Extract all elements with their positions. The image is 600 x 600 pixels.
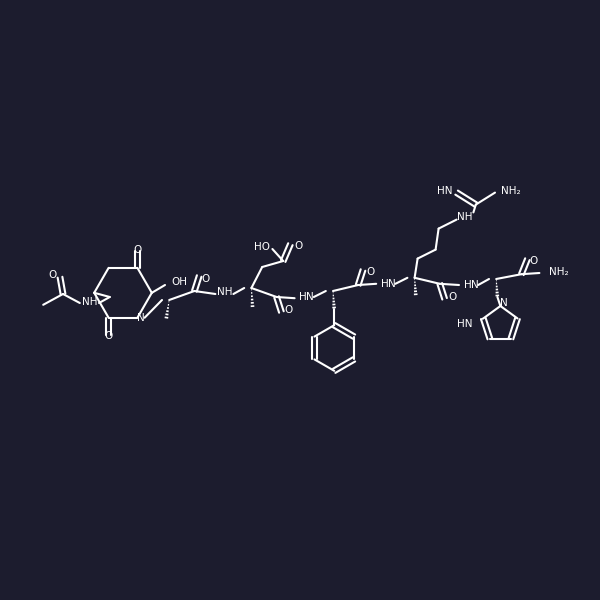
Text: O: O [48,270,56,280]
Text: O: O [104,331,113,341]
Text: NH: NH [457,212,473,222]
Text: O: O [294,241,302,251]
Text: O: O [529,256,538,266]
Text: H: H [381,279,388,289]
Text: H: H [299,292,307,302]
Text: HN: HN [457,319,472,329]
Text: O: O [366,267,374,277]
Text: HO: HO [254,242,270,252]
Text: N: N [388,279,395,289]
Text: N: N [471,280,478,290]
Text: HN: HN [437,187,453,196]
Text: O: O [201,274,209,284]
Text: N: N [500,298,507,308]
Text: N: N [137,313,144,323]
Text: O: O [284,305,293,315]
Text: O: O [133,245,142,255]
Text: NH₂: NH₂ [501,187,521,196]
Text: N: N [307,292,314,302]
Text: OH: OH [171,277,187,287]
Text: NH₂: NH₂ [549,267,569,277]
Text: NH: NH [82,297,97,307]
Text: O: O [449,292,457,302]
Text: H: H [464,280,471,290]
Text: NH: NH [217,287,232,297]
